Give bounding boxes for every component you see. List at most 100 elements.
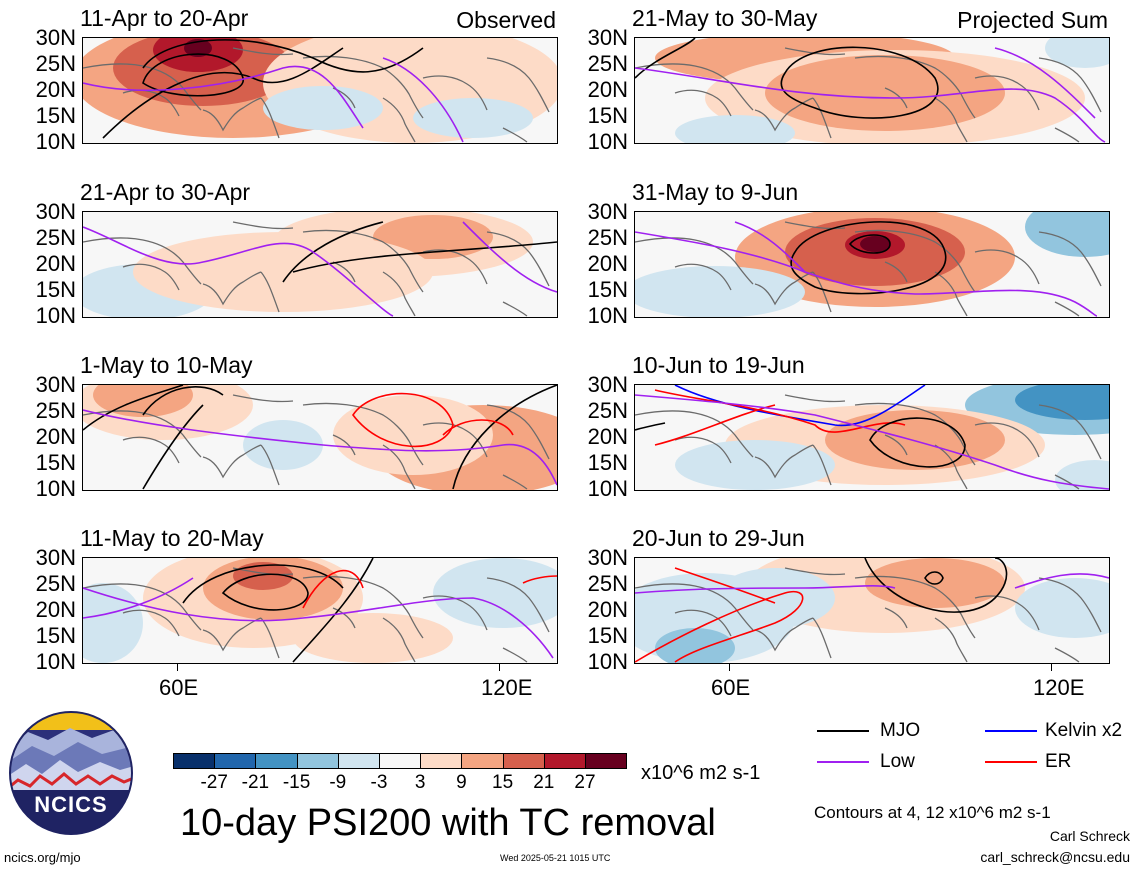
panel-title-p2: 21-May to 30-May bbox=[632, 5, 818, 31]
coastline bbox=[1038, 577, 1102, 633]
lat-label: 30N bbox=[587, 545, 628, 570]
coastline bbox=[202, 271, 262, 306]
coastline bbox=[674, 436, 732, 464]
coastline bbox=[202, 97, 262, 132]
lat-label: 20N bbox=[587, 597, 628, 622]
coastline bbox=[1054, 127, 1080, 143]
lat-label: 15N bbox=[587, 277, 628, 302]
contour-line bbox=[102, 47, 344, 139]
coastline bbox=[1054, 301, 1080, 317]
coastline bbox=[382, 97, 416, 143]
lat-label: 30N bbox=[35, 372, 76, 397]
shading-region bbox=[83, 583, 143, 663]
lat-label: 20N bbox=[35, 597, 76, 622]
coastline bbox=[83, 63, 202, 111]
footer-email: carl_schreck@ncsu.edu bbox=[980, 849, 1130, 865]
lat-label: 20N bbox=[587, 424, 628, 449]
lat-label: 10N bbox=[587, 129, 628, 154]
coastline bbox=[502, 647, 528, 663]
coastline bbox=[674, 609, 732, 637]
shading-region bbox=[333, 395, 493, 475]
coastline bbox=[502, 301, 528, 317]
map-canvas bbox=[83, 38, 557, 143]
coastline bbox=[422, 249, 488, 285]
coastline bbox=[302, 575, 424, 639]
coastline bbox=[884, 87, 908, 109]
shading-region bbox=[860, 236, 890, 252]
colorbar-swatch bbox=[173, 753, 216, 769]
coastline bbox=[934, 444, 968, 490]
lat-label: 25N bbox=[587, 398, 628, 423]
lat-label: 30N bbox=[587, 372, 628, 397]
contour-line bbox=[635, 590, 804, 663]
coastline bbox=[884, 434, 908, 456]
contour-line bbox=[869, 417, 966, 468]
lat-label: 20N bbox=[587, 251, 628, 276]
contour-line bbox=[182, 564, 344, 604]
coastline bbox=[635, 63, 754, 111]
lat-label: 30N bbox=[35, 545, 76, 570]
panel-title-p8: 20-Jun to 29-Jun bbox=[632, 525, 805, 551]
coastline bbox=[232, 394, 294, 403]
lon-label: 120E bbox=[481, 675, 533, 700]
colorbar-label: 15 bbox=[492, 772, 514, 793]
lon-tick bbox=[177, 664, 178, 671]
legend-kelvin-line bbox=[985, 730, 1037, 732]
coastline bbox=[974, 75, 1040, 111]
contour-line bbox=[674, 385, 926, 427]
coastline bbox=[854, 575, 976, 639]
coastline bbox=[1038, 57, 1102, 113]
coastline bbox=[122, 609, 180, 637]
shading-region bbox=[715, 568, 835, 628]
map-panel-p4 bbox=[634, 211, 1110, 318]
contour-line bbox=[654, 404, 776, 446]
coastline bbox=[812, 97, 832, 139]
panel-corner-label-p1: Observed bbox=[456, 7, 556, 33]
panel-title-p6: 10-Jun to 19-Jun bbox=[632, 352, 805, 378]
legend-mjo-line bbox=[817, 730, 869, 732]
contour-line bbox=[452, 385, 557, 490]
contour-line bbox=[352, 392, 454, 448]
colorbar-label: 3 bbox=[414, 772, 426, 793]
coastline bbox=[332, 607, 356, 629]
coastline bbox=[302, 55, 424, 119]
coastline bbox=[232, 221, 294, 230]
coastline bbox=[122, 436, 180, 464]
map-panel-p8 bbox=[634, 557, 1110, 664]
lat-label: 10N bbox=[587, 303, 628, 328]
map-panel-p2 bbox=[634, 37, 1110, 144]
coastline bbox=[302, 229, 424, 293]
shading-region bbox=[1015, 385, 1109, 420]
shading-region bbox=[243, 420, 323, 470]
contour-line bbox=[292, 241, 557, 273]
lon-label: 60E bbox=[711, 675, 751, 700]
colorbar-swatch bbox=[461, 753, 504, 769]
lat-label: 10N bbox=[35, 303, 76, 328]
contour-line bbox=[142, 53, 244, 97]
contour-line bbox=[635, 584, 896, 594]
shading-region bbox=[133, 232, 433, 312]
legend-kelvin-label: Kelvin x2 bbox=[1045, 720, 1123, 741]
lat-label: 30N bbox=[35, 25, 76, 50]
colorbar-label: 9 bbox=[456, 772, 467, 793]
coastline bbox=[486, 404, 550, 460]
colorbar-swatch bbox=[337, 753, 380, 769]
map-panel-p5 bbox=[82, 384, 558, 491]
contour-line bbox=[635, 231, 1098, 317]
coastline bbox=[854, 55, 976, 119]
shading-region bbox=[655, 628, 735, 663]
main-title: 10-day PSI200 with TC removal bbox=[180, 802, 716, 844]
map-canvas bbox=[83, 385, 557, 490]
coastline bbox=[260, 444, 280, 486]
coastline bbox=[382, 444, 416, 490]
coastline bbox=[674, 263, 732, 291]
lat-label: 25N bbox=[35, 51, 76, 76]
map-canvas bbox=[83, 212, 557, 317]
coastline bbox=[486, 577, 550, 633]
lat-label: 20N bbox=[35, 77, 76, 102]
coastline bbox=[1054, 647, 1080, 663]
coastline bbox=[934, 617, 968, 663]
map-panel-p6 bbox=[634, 384, 1110, 491]
contour-line bbox=[142, 404, 204, 490]
colorbar-label: -27 bbox=[200, 772, 228, 793]
